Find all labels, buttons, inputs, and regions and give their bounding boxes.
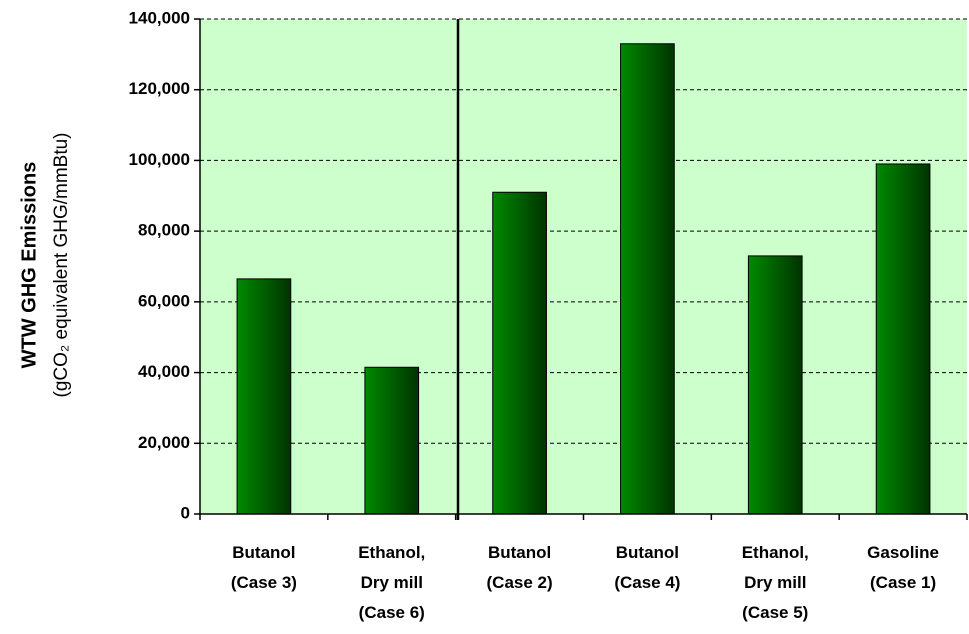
y-axis-label: WTW GHG Emissions (18, 162, 40, 369)
plot-area (200, 19, 967, 514)
x-tick-label: Butanol (Case 4) (614, 543, 681, 592)
bar (620, 43, 675, 515)
x-tick-label: Butanol (Case 2) (486, 543, 553, 592)
y-tick-label: 140,000 (129, 8, 190, 27)
y-tick-label: 80,000 (138, 221, 190, 240)
x-tick-label: Gasoline (Case 1) (867, 543, 939, 592)
bar (747, 255, 803, 515)
y-tick-label: 100,000 (129, 150, 190, 169)
bar (875, 163, 931, 515)
y-tick-label: 40,000 (138, 362, 190, 381)
x-tick-label: Ethanol, Dry mill (Case 6) (358, 543, 426, 622)
bar (492, 191, 547, 515)
bar (236, 278, 292, 515)
y-tick-label: 120,000 (129, 79, 190, 98)
y-axis-sublabel: (gCO₂ equivalent GHG/mmBtu) (51, 132, 72, 397)
y-tick-label: 60,000 (138, 291, 190, 310)
x-tick-label: Ethanol, Dry mill (Case 5) (741, 543, 809, 622)
x-tick-label: Butanol (Case 3) (230, 543, 297, 592)
y-tick-label: 20,000 (138, 433, 190, 452)
bar (364, 366, 420, 515)
y-tick-label: 0 (181, 503, 190, 522)
